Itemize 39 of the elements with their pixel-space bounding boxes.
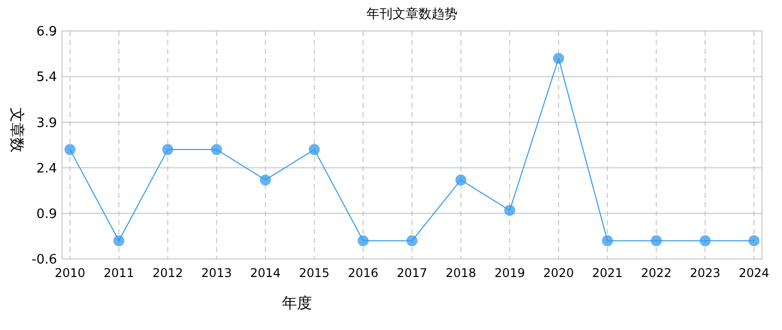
point: [455, 174, 466, 186]
point: [406, 235, 418, 246]
x-tick-label: 2020: [543, 266, 574, 280]
y-axis-title: 文章数: [8, 108, 26, 152]
point: [162, 144, 174, 156]
point: [504, 204, 516, 216]
point: [748, 235, 760, 246]
x-tick-label: 2010: [54, 266, 86, 280]
y-tick-label: 0.9: [36, 206, 57, 222]
y-tick-label: 5.4: [36, 70, 57, 86]
point: [64, 144, 76, 156]
y-tick-label: 2.4: [36, 161, 57, 176]
x-tick-label: 2012: [152, 266, 183, 280]
x-tick-label: 2023: [690, 266, 720, 280]
point: [358, 235, 369, 246]
x-tick-label: 2011: [104, 266, 134, 280]
x-tick-label: 2015: [299, 266, 330, 280]
x-axis-title: 年度: [282, 294, 312, 312]
x-tick-label: 2024: [738, 266, 770, 280]
x-tick-label: 2017: [396, 266, 428, 280]
point: [650, 235, 662, 246]
x-tick-label: 2018: [446, 266, 476, 280]
x-tick-label: 2019: [494, 266, 525, 280]
y-tick-label: 3.9: [36, 116, 57, 131]
y-tick-label: -0.6: [32, 252, 57, 268]
x-tick-label: 2021: [592, 266, 623, 280]
chart-title: 年刊文章数趋势: [366, 7, 458, 22]
point: [602, 235, 613, 246]
point: [260, 174, 271, 186]
point: [700, 235, 711, 246]
y-tick-label: 6.9: [36, 24, 57, 40]
point: [553, 52, 564, 64]
point: [211, 144, 222, 156]
x-tick-label: 2014: [250, 266, 281, 280]
x-tick-label: 2022: [641, 266, 672, 280]
point: [113, 235, 124, 246]
x-tick-label: 2016: [348, 266, 378, 280]
point: [308, 144, 320, 156]
x-tick-label: 2013: [201, 266, 232, 280]
